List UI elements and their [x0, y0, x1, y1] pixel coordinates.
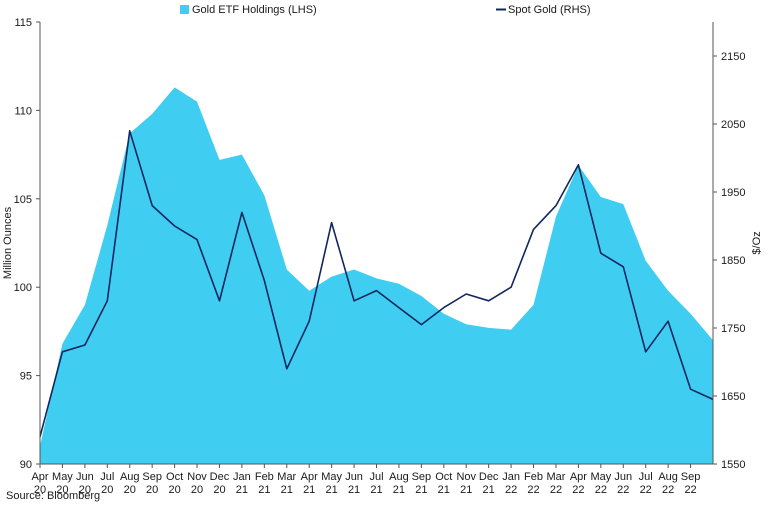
- left-tick-label: 90: [20, 459, 32, 471]
- x-tick-label: Mar: [277, 471, 296, 483]
- left-tick-label: 110: [14, 105, 32, 117]
- left-tick-label: 105: [14, 194, 32, 206]
- x-tick-label: May: [590, 471, 611, 483]
- line-layer: [39, 130, 714, 438]
- x-tick-label: Dec: [479, 471, 499, 483]
- series-area-gold-etf-holdings: [40, 87, 713, 465]
- x-tick-label-year: 21: [460, 484, 472, 496]
- x-tick-label-year: 22: [595, 484, 607, 496]
- x-tick-label: Nov: [187, 471, 207, 483]
- x-tick-label: Sep: [412, 471, 432, 483]
- x-tick-label: Jan: [502, 471, 520, 483]
- x-tick-label: Apr: [31, 471, 48, 483]
- y-left-axis-title: Million Ounces: [2, 206, 14, 279]
- x-tick-label: Dec: [210, 471, 230, 483]
- series-line-spot-gold: [39, 130, 714, 438]
- x-tick-label: Sep: [142, 471, 162, 483]
- y-right-axis-title: $/Oz: [751, 231, 763, 254]
- x-tick-label: Jul: [369, 471, 383, 483]
- x-tick-label: Mar: [546, 471, 565, 483]
- x-tick-label-year: 20: [101, 484, 113, 496]
- x-tick-label: Jul: [639, 471, 653, 483]
- x-tick-label: Jan: [233, 471, 251, 483]
- x-tick-label-year: 21: [483, 484, 495, 496]
- x-tick-label: May: [321, 471, 342, 483]
- right-tick-label: 1550: [721, 459, 745, 471]
- x-tick-label-year: 21: [281, 484, 293, 496]
- x-tick-label-year: 21: [415, 484, 427, 496]
- x-tick-label-year: 21: [326, 484, 338, 496]
- x-tick-label: Aug: [658, 471, 678, 483]
- x-tick-label-year: 22: [572, 484, 584, 496]
- x-tick-label-year: 20: [146, 484, 158, 496]
- source-note: Source: Bloomberg: [6, 490, 101, 502]
- x-tick-label-year: 22: [617, 484, 629, 496]
- x-tick-label-year: 21: [303, 484, 315, 496]
- x-tick-label: Apr: [570, 471, 587, 483]
- x-tick-label: Aug: [120, 471, 140, 483]
- x-tick-label-year: 22: [662, 484, 674, 496]
- x-tick-label-year: 21: [236, 484, 248, 496]
- x-tick-label: Jul: [100, 471, 114, 483]
- area-layer: [40, 87, 713, 465]
- legend-swatch-gold-etf: [180, 5, 189, 14]
- x-tick-label: Feb: [524, 471, 543, 483]
- x-tick-label: Feb: [255, 471, 274, 483]
- x-tick-label-year: 21: [438, 484, 450, 496]
- right-tick-label: 1650: [721, 391, 745, 403]
- x-tick-label: Apr: [301, 471, 318, 483]
- left-tick-label: 95: [20, 371, 32, 383]
- x-tick-label-year: 21: [348, 484, 360, 496]
- x-tick-label-year: 22: [684, 484, 696, 496]
- x-tick-label-year: 20: [168, 484, 180, 496]
- legend-label-spot-gold: Spot Gold (RHS): [508, 4, 591, 16]
- legend-label-gold-etf: Gold ETF Holdings (LHS): [192, 4, 317, 16]
- x-tick-label-year: 22: [640, 484, 652, 496]
- legend: Gold ETF Holdings (LHS) Spot Gold (RHS): [180, 4, 591, 16]
- x-tick-label: May: [52, 471, 73, 483]
- x-tick-label: Jun: [614, 471, 632, 483]
- x-tick-label-year: 20: [124, 484, 136, 496]
- right-tick-label: 1750: [721, 323, 745, 335]
- x-tick-label-year: 22: [505, 484, 517, 496]
- x-tick-label: Jun: [76, 471, 94, 483]
- x-tick-label-year: 20: [56, 484, 68, 496]
- right-tick-label: 1950: [721, 187, 745, 199]
- x-tick-label-year: 21: [258, 484, 270, 496]
- x-tick-label: Oct: [435, 471, 452, 483]
- x-tick-label: Nov: [456, 471, 476, 483]
- x-tick-label-year: 22: [527, 484, 539, 496]
- left-tick-label: 115: [14, 17, 32, 29]
- x-tick-label: Jun: [345, 471, 363, 483]
- right-tick-label: 1850: [721, 255, 745, 267]
- x-tick-label: Sep: [681, 471, 701, 483]
- x-tick-label-year: 20: [34, 484, 46, 496]
- x-tick-label: Aug: [389, 471, 409, 483]
- x-tick-label-year: 21: [370, 484, 382, 496]
- x-tick-label-year: 20: [213, 484, 225, 496]
- left-tick-label: 100: [14, 282, 32, 294]
- x-tick-label-year: 20: [79, 484, 91, 496]
- x-tick-label: Oct: [166, 471, 183, 483]
- x-tick-label-year: 21: [393, 484, 405, 496]
- x-tick-label-year: 20: [191, 484, 203, 496]
- right-tick-label: 2150: [721, 51, 745, 63]
- axis-layer: 90 95 100 105 110 115 1550 1650 1750 1850 1950 2050…: [2, 17, 763, 496]
- x-tick-label-year: 22: [550, 484, 562, 496]
- right-tick-label: 2050: [721, 119, 745, 131]
